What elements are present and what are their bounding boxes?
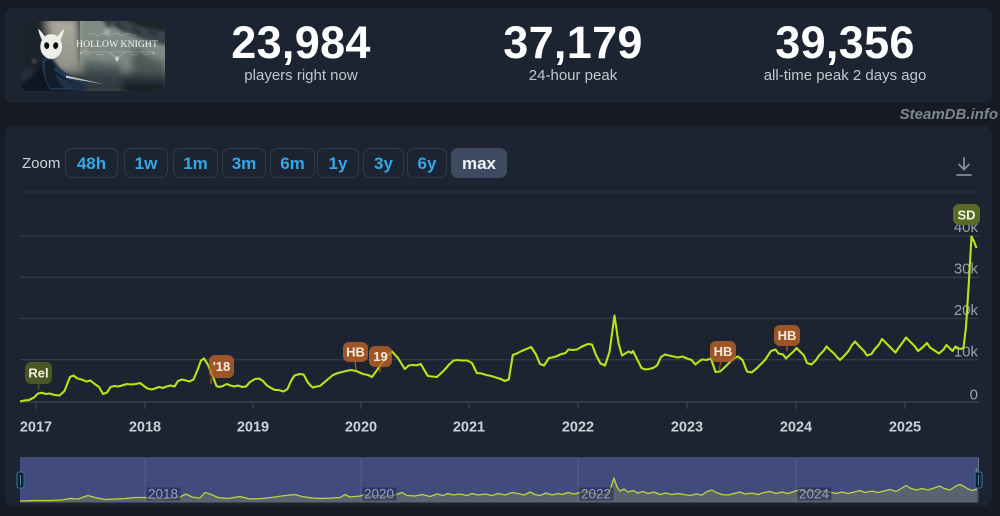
svg-text:0: 0 [970,387,978,404]
svg-text:2022: 2022 [581,487,611,502]
svg-text:HB: HB [346,345,365,360]
svg-text:2020: 2020 [364,487,394,502]
svg-text:HOLLOW KNIGHT: HOLLOW KNIGHT [76,39,158,50]
svg-text:10k: 10k [954,344,979,361]
svg-text:HB: HB [714,344,733,359]
svg-text:2019: 2019 [237,420,269,436]
svg-text:2024: 2024 [780,420,812,436]
svg-text:2018: 2018 [148,487,178,502]
svg-text:2023: 2023 [671,420,703,436]
svg-text:2022: 2022 [562,420,594,436]
svg-text:SD: SD [957,208,975,223]
svg-text:2017: 2017 [20,420,52,436]
svg-text:'18: '18 [213,359,231,374]
svg-text:Rel: Rel [28,366,48,381]
svg-text:19: 19 [373,349,387,364]
svg-text:30k: 30k [954,261,979,278]
svg-text:2020: 2020 [345,420,377,436]
svg-text:HB: HB [778,328,797,343]
svg-text:2024: 2024 [799,487,830,502]
svg-text:2021: 2021 [453,420,485,436]
svg-text:2025: 2025 [889,420,921,436]
svg-text:2018: 2018 [129,420,161,436]
